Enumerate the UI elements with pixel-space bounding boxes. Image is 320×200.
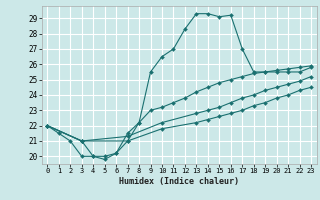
X-axis label: Humidex (Indice chaleur): Humidex (Indice chaleur) [119,177,239,186]
